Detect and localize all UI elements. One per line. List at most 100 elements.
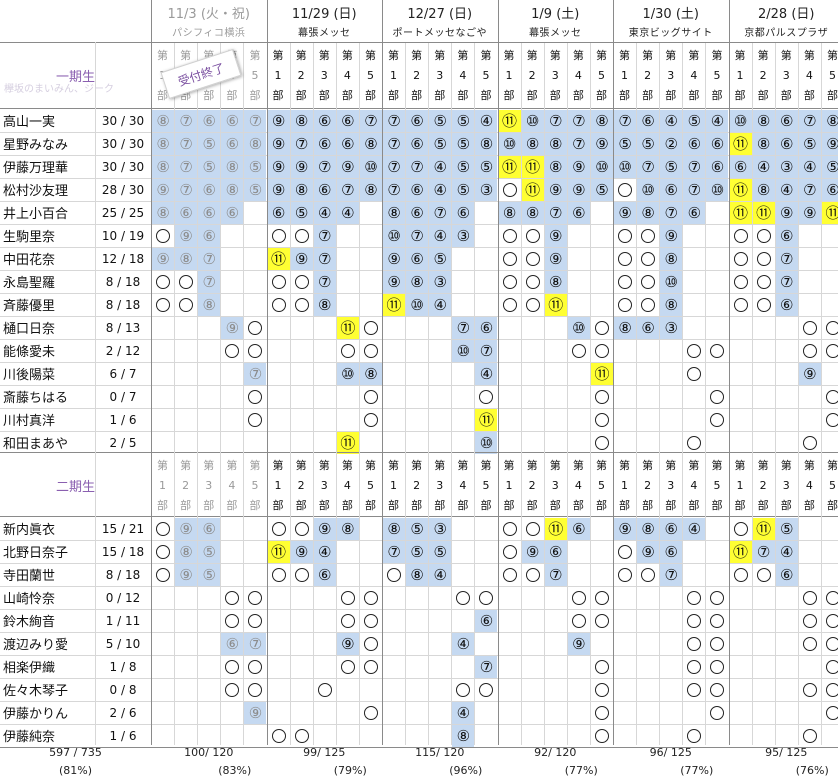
slot-status — [799, 702, 821, 724]
slot-status — [591, 202, 613, 224]
part-label-bottom: 部 — [780, 498, 792, 512]
slot-status: ⑤ — [452, 179, 475, 201]
open-slot-marker — [825, 413, 838, 427]
slot-status: ⑦ — [637, 156, 660, 178]
open-slot-marker — [710, 591, 725, 605]
slot-status: ⑨ — [336, 633, 359, 655]
slot-status: ⑤ — [614, 133, 637, 155]
slot-status: ⑥ — [406, 202, 429, 224]
part-number: 2 — [759, 68, 767, 82]
sold-out-round-marker: ④ — [456, 634, 471, 653]
slot-status — [706, 432, 728, 454]
part-number: 3 — [667, 68, 675, 82]
slot-status — [244, 202, 266, 224]
sold-out-round-marker: ④ — [433, 565, 447, 584]
slot-status — [175, 409, 197, 431]
slot-status: ⑥ — [313, 133, 336, 155]
part-number: 1 — [505, 478, 513, 492]
sold-out-round-marker: ⑧ — [641, 519, 655, 538]
open-slot-marker — [641, 229, 656, 243]
slot-status — [406, 432, 428, 454]
slot-status — [475, 294, 497, 316]
slot-status — [683, 271, 705, 293]
part-label-top: 第 — [503, 458, 515, 472]
slot-status: ⑨ — [336, 156, 359, 178]
slot-status — [198, 340, 220, 362]
slot-status — [637, 587, 659, 609]
part-label-bottom: 部 — [619, 88, 631, 102]
part-number: 1 — [274, 478, 282, 492]
part-label-bottom: 部 — [642, 88, 654, 102]
part-label-top: 第 — [203, 48, 215, 62]
sold-out-round-marker: ④ — [318, 542, 332, 561]
slot-status — [591, 294, 613, 316]
grand-total-percent: (81%) — [58, 763, 93, 777]
slot-status — [314, 587, 336, 609]
open-slot-marker — [271, 522, 286, 536]
slot-status: ⑩ — [359, 156, 382, 178]
sold-out-round-marker: ⑧ — [156, 134, 170, 153]
part-label-bottom: 部 — [318, 88, 330, 102]
sold-out-round-marker: ⑧ — [387, 203, 401, 222]
part-label-top: 第 — [364, 48, 376, 62]
slot-status — [152, 587, 174, 609]
slot-status — [429, 386, 451, 408]
slot-status — [314, 679, 336, 701]
slot-status — [175, 702, 197, 724]
part-label-top: 第 — [757, 458, 769, 472]
slot-status: ⑪ — [267, 541, 290, 563]
member-name: 相楽伊織 — [3, 661, 56, 676]
sold-out-round-marker: ⑧ — [410, 565, 424, 584]
open-slot-marker — [294, 522, 309, 536]
slot-status — [337, 294, 359, 316]
open-slot-marker — [571, 591, 586, 605]
slot-status — [522, 587, 544, 609]
part-number: 1 — [274, 68, 282, 82]
slot-status — [244, 610, 266, 632]
part-label-bottom: 部 — [457, 88, 469, 102]
slot-status — [337, 587, 359, 609]
slot-status: ⑨ — [544, 179, 567, 201]
open-slot-marker — [687, 367, 702, 381]
slot-status: ⑥ — [221, 133, 244, 155]
sold-out-round-marker: ⑪ — [271, 542, 287, 561]
part-number: 4 — [459, 478, 467, 492]
sold-out-round-marker: ⑥ — [225, 634, 240, 653]
sold-out-round-marker: ⑩ — [641, 180, 655, 199]
sold-out-round-marker: ⑧ — [525, 134, 540, 153]
grid-line — [0, 563, 838, 564]
open-slot-marker — [733, 298, 748, 312]
member-name: 佐々木琴子 — [3, 684, 69, 699]
slot-status — [198, 317, 220, 339]
open-slot-marker — [502, 252, 517, 266]
slot-status — [406, 340, 428, 362]
slot-status — [221, 386, 243, 408]
part-label-bottom: 部 — [757, 498, 769, 512]
slot-status: ⑧ — [175, 541, 198, 563]
part-label-bottom: 部 — [480, 88, 492, 102]
sold-out-round-marker: ⑨ — [664, 226, 678, 245]
slot-status: ⑨ — [798, 363, 821, 385]
slot-status — [429, 409, 451, 431]
part-label-top: 第 — [480, 48, 492, 62]
sold-out-round-marker: ⑨ — [803, 364, 817, 383]
slot-status — [268, 702, 290, 724]
grid-line — [267, 0, 268, 745]
sold-out-round-marker: ⑦ — [364, 111, 378, 130]
grid-line — [243, 43, 244, 745]
open-slot-marker — [363, 637, 378, 651]
part-label-bottom: 部 — [503, 498, 515, 512]
slot-status: ⑥ — [406, 179, 429, 201]
slot-status — [660, 679, 682, 701]
sold-out-round-marker: ⑦ — [687, 157, 702, 176]
sold-out-round-marker: ⑦ — [387, 180, 401, 199]
slot-status — [683, 541, 705, 563]
sold-out-round-marker: ④ — [479, 364, 494, 383]
slot-status — [152, 386, 174, 408]
slot-status — [545, 432, 567, 454]
slot-status — [152, 633, 174, 655]
open-slot-marker — [156, 275, 171, 289]
slot-status: ⑦ — [775, 248, 798, 270]
slot-status: ⑩ — [614, 156, 637, 178]
slot-status — [545, 409, 567, 431]
